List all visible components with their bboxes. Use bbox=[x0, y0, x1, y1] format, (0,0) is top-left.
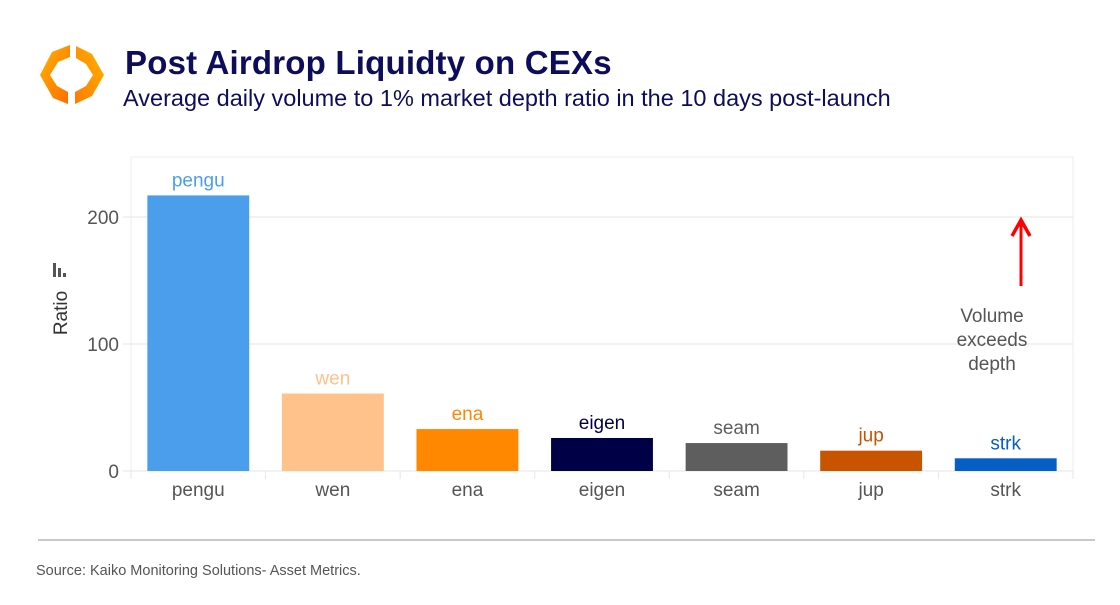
x-tick-label-pengu: pengu bbox=[172, 480, 225, 501]
data-label-seam: seam bbox=[713, 418, 759, 439]
y-tick-label: 0 bbox=[108, 462, 119, 483]
x-tick-label-ena: ena bbox=[452, 480, 484, 501]
x-tick-label-eigen: eigen bbox=[579, 480, 626, 501]
data-label-strk: strk bbox=[990, 433, 1021, 454]
y-axis-label: Ratio bbox=[51, 291, 72, 335]
x-tick-label-strk: strk bbox=[990, 480, 1021, 501]
data-label-ena: ena bbox=[452, 404, 484, 425]
bar-chart-icon bbox=[53, 263, 66, 277]
data-label-jup: jup bbox=[857, 426, 883, 447]
x-tick-label-jup: jup bbox=[857, 480, 883, 501]
bar-chart: 0 100 200 pengu wen ena eigen seam jup strk peng… bbox=[51, 156, 1074, 501]
annotation-line-2: exceeds bbox=[957, 330, 1028, 351]
bar-pengu[interactable] bbox=[147, 195, 250, 471]
bar-wen[interactable] bbox=[281, 393, 384, 471]
chart-subtitle: Average daily volume to 1% market depth … bbox=[123, 85, 891, 111]
annotation-line-1: Volume bbox=[960, 306, 1023, 327]
kaiko-logo-icon bbox=[40, 45, 104, 104]
annotation-line-3: depth bbox=[968, 354, 1016, 375]
data-label-eigen: eigen bbox=[579, 413, 626, 434]
y-tick-label: 100 bbox=[87, 335, 119, 356]
bar-strk[interactable] bbox=[954, 458, 1057, 471]
annotation: Volume exceeds depth bbox=[957, 216, 1032, 375]
bar-seam[interactable] bbox=[685, 443, 788, 471]
bar-eigen[interactable] bbox=[551, 437, 653, 471]
source-note: Source: Kaiko Monitoring Solutions- Asse… bbox=[36, 563, 361, 579]
data-label-pengu: pengu bbox=[172, 170, 225, 191]
data-label-wen: wen bbox=[314, 369, 350, 390]
bar-jup[interactable] bbox=[820, 450, 923, 471]
x-tick-label-seam: seam bbox=[713, 480, 759, 501]
chart-title: Post Airdrop Liquidty on CEXs bbox=[125, 44, 612, 81]
y-tick-label: 200 bbox=[87, 208, 119, 229]
x-tick-label-wen: wen bbox=[314, 480, 350, 501]
annotation-arrow-head-icon bbox=[1010, 216, 1032, 237]
divider bbox=[38, 539, 1095, 541]
bar-ena[interactable] bbox=[416, 429, 519, 471]
